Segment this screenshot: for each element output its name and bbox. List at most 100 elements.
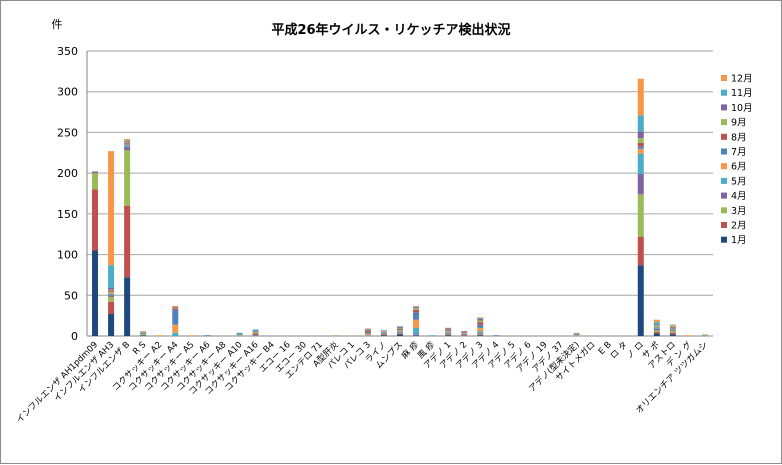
legend-item: 5月 [721, 176, 747, 187]
bar-segment [669, 325, 676, 327]
bar-segment [461, 335, 468, 336]
bar-segment [252, 331, 259, 334]
bar-segment [397, 331, 403, 332]
bar-segment [637, 138, 644, 144]
bar-segment [172, 324, 179, 333]
bar-segment [140, 335, 147, 336]
bar-segment [124, 277, 131, 336]
bar-segment [477, 318, 484, 321]
bar-stack [172, 305, 179, 336]
legend-label: 3月 [731, 206, 747, 217]
bar-segment [637, 148, 644, 154]
bar-segment [397, 326, 403, 328]
y-tick-label: 200 [57, 167, 78, 180]
legend-swatch [721, 119, 727, 126]
legend-swatch [721, 133, 727, 140]
bar-stack [140, 331, 147, 336]
bar-segment [669, 326, 676, 328]
legend-label: 10月 [731, 103, 753, 114]
bar-segment [92, 171, 99, 174]
bar-segment [364, 333, 371, 336]
legend-item: 1月 [721, 235, 747, 246]
bar-segment [124, 141, 131, 143]
bar-segment [477, 331, 484, 333]
bar-segment [364, 331, 371, 334]
y-tick-label: 100 [57, 249, 78, 262]
bar-segment [701, 335, 708, 336]
bar-stack [413, 305, 420, 336]
bar-segment [573, 332, 580, 334]
bar-segment [124, 143, 131, 144]
bar-segment [92, 189, 99, 251]
legend-label: 7月 [731, 147, 747, 158]
bar-segment [332, 335, 339, 336]
legend-swatch [721, 75, 727, 81]
bar-segment [573, 335, 580, 336]
bar-stack [653, 319, 660, 336]
bar-segment [380, 331, 387, 333]
bar-segment [477, 322, 484, 325]
bar-segment [669, 327, 676, 328]
bar-segment [108, 289, 115, 291]
y-axis-unit-label: 件 [52, 18, 63, 31]
bar-segment [397, 330, 403, 332]
bar-segment [413, 334, 420, 336]
bar-segment [445, 335, 452, 336]
bar-segment [140, 333, 147, 335]
legend-item: 12月 [721, 74, 753, 85]
bar-segment [493, 335, 500, 336]
bar-segment [236, 335, 243, 336]
bar-segment [204, 335, 211, 336]
bar-segment [108, 265, 115, 288]
bar-stack [204, 335, 211, 336]
bar-segment [140, 331, 147, 332]
bar-segment [108, 301, 115, 315]
legend-swatch [721, 104, 727, 111]
bar-stack [156, 335, 163, 336]
bar-segment [669, 324, 676, 326]
bar-segment [653, 326, 660, 328]
bar-segment [380, 331, 387, 332]
bar-segment [445, 334, 452, 336]
bar-segment [477, 327, 484, 332]
bar-segment [124, 205, 131, 278]
bar-segment [477, 320, 484, 323]
bar-stack [188, 335, 195, 336]
bar-segment [461, 331, 468, 333]
bar-segment [669, 328, 676, 330]
bar-segment [445, 331, 452, 332]
bar-segment [140, 334, 147, 336]
legend-label: 4月 [731, 191, 747, 202]
bar-segment [172, 332, 179, 336]
legend-swatch [721, 148, 727, 155]
bar-segment [413, 327, 420, 335]
bar-segment [397, 332, 403, 334]
bar-segment [653, 328, 660, 331]
bar-segment [669, 330, 676, 332]
bar-stack [332, 335, 339, 336]
bar-segment [397, 329, 403, 331]
bar-segment [653, 333, 660, 336]
bar-stack [92, 171, 99, 336]
legend-item: 8月 [721, 132, 747, 143]
bars [92, 78, 708, 336]
bar-stack [236, 332, 243, 336]
bar-stack [461, 331, 468, 336]
bar-segment [637, 194, 644, 237]
bar-stack [493, 335, 500, 336]
bar-segment [124, 142, 131, 144]
bar-stack [701, 334, 708, 336]
x-category-label: ノ ロ [625, 340, 646, 361]
bar-segment [397, 331, 403, 333]
bar-segment [124, 140, 131, 142]
legend-label: 8月 [731, 132, 747, 143]
bar-segment [669, 331, 676, 333]
bar-stack [685, 335, 692, 336]
bar-segment [108, 290, 115, 292]
bar-segment [685, 335, 692, 336]
bar-segment [461, 333, 468, 335]
legend-label: 12月 [731, 74, 753, 85]
bar-segment [108, 291, 115, 293]
bar-segment [124, 147, 131, 151]
